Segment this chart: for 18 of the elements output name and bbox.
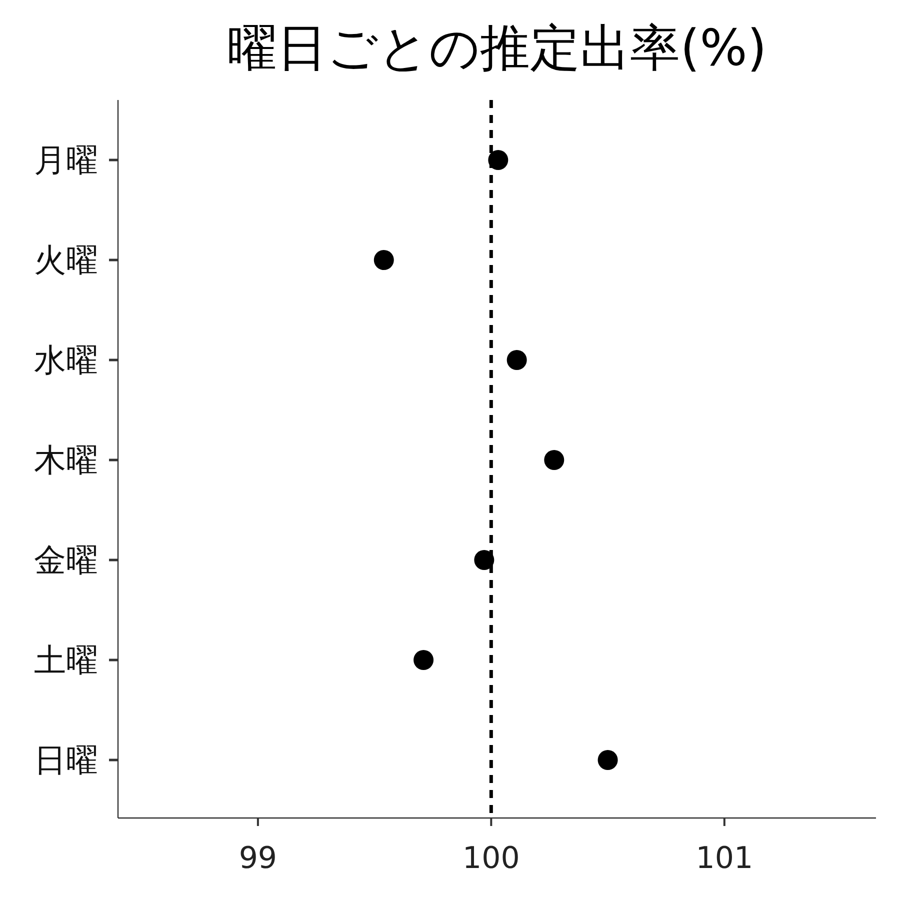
y-tick-label: 木曜 xyxy=(34,441,98,480)
x-tick-label: 99 xyxy=(238,841,278,876)
y-tick-label: 火曜 xyxy=(34,241,98,280)
chart-title: 曜日ごとの推定出率(%) xyxy=(227,19,767,77)
point xyxy=(506,350,527,370)
y-tick-label: 月曜 xyxy=(34,141,98,180)
point xyxy=(544,450,564,470)
point xyxy=(374,250,394,270)
x-tick-label: 100 xyxy=(462,841,520,876)
x-tick-label: 101 xyxy=(696,841,754,876)
y-tick-label: 水曜 xyxy=(34,341,98,380)
y-tick-label: 日曜 xyxy=(34,741,98,780)
point xyxy=(598,750,618,770)
point xyxy=(488,150,508,170)
y-tick-label: 土曜 xyxy=(34,641,98,680)
point xyxy=(414,650,434,670)
y-tick-label: 金曜 xyxy=(34,541,98,580)
point xyxy=(474,550,494,570)
